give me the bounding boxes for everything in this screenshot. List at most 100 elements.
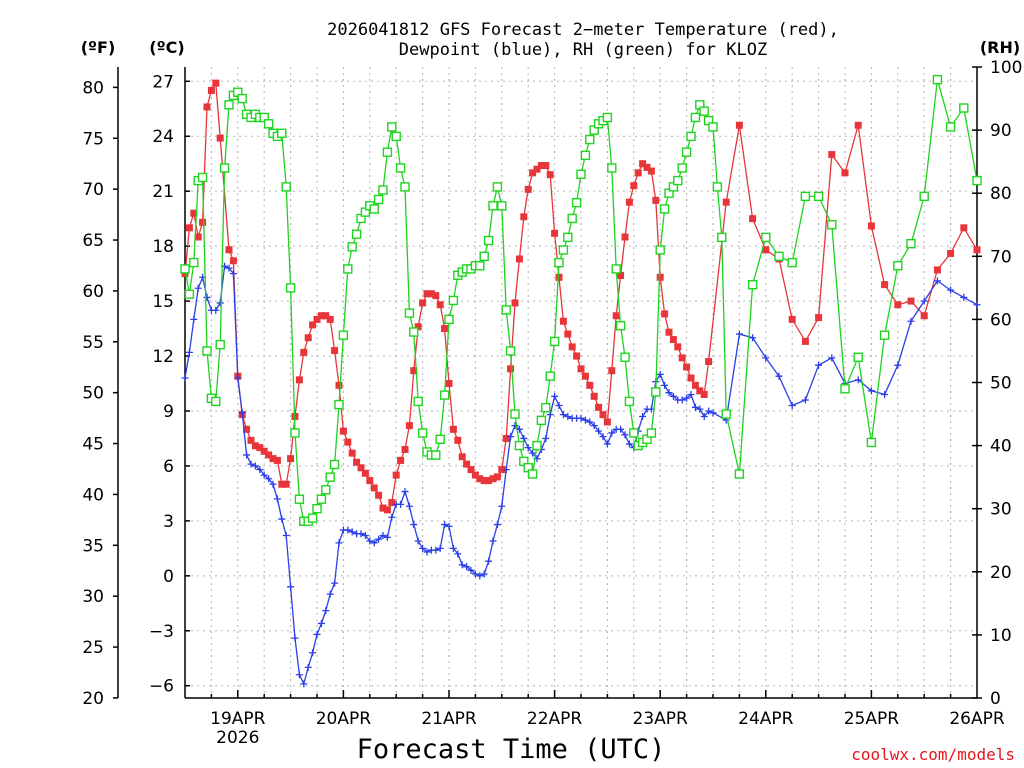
time-tick-sublabel: 2026 xyxy=(216,728,259,748)
temperature-point xyxy=(489,475,497,483)
dewpoint-point xyxy=(590,422,598,430)
temperature-point xyxy=(212,79,220,87)
temperature-point xyxy=(894,301,902,309)
temperature-point xyxy=(947,249,955,257)
temperature-point xyxy=(458,453,466,461)
dewpoint-point xyxy=(375,535,383,543)
temperature-point xyxy=(388,499,396,507)
rh-point xyxy=(202,346,212,356)
dewpoint-point xyxy=(225,264,233,272)
dewpoint-point xyxy=(603,440,611,448)
dewpoint-point xyxy=(379,532,387,540)
dewpoint-point xyxy=(361,532,369,540)
dewpoint-point xyxy=(502,466,510,474)
dewpoint-point xyxy=(621,431,629,439)
dewpoint-point xyxy=(401,488,409,496)
dewpoint-point xyxy=(304,663,312,671)
temperature-point xyxy=(361,469,369,477)
temperature-point xyxy=(559,317,567,325)
dewpoint-point xyxy=(309,649,317,657)
rh-tick-label: 80 xyxy=(990,184,1012,204)
dewpoint-point xyxy=(586,418,594,426)
rh-point xyxy=(180,264,190,274)
rh-point xyxy=(343,264,353,274)
dewpoint-point xyxy=(762,354,770,362)
dewpoint-point xyxy=(700,412,708,420)
rh-tick-label: 70 xyxy=(990,247,1012,267)
fahrenheit-tick-label: 55 xyxy=(82,333,104,353)
rh-point xyxy=(774,251,784,262)
rh-point xyxy=(219,163,230,173)
temperature-point xyxy=(366,477,374,485)
rh-point xyxy=(721,409,731,419)
celsius-tick-label: −3 xyxy=(149,622,174,642)
unit-fahrenheit-label: (ºF) xyxy=(81,38,116,57)
rh-point xyxy=(444,314,454,325)
temperature-point xyxy=(643,163,651,171)
temperature-point xyxy=(304,334,312,342)
rh-point xyxy=(545,371,555,381)
rh-point xyxy=(708,122,718,132)
dewpoint-point xyxy=(287,583,295,591)
temperature-point xyxy=(639,160,647,168)
rh-point xyxy=(382,147,393,157)
rh-point xyxy=(307,513,318,523)
dewpoint-point xyxy=(300,680,308,688)
dewpoint-point xyxy=(256,466,264,474)
temperature-point xyxy=(960,224,968,232)
rh-point xyxy=(840,384,850,394)
dewpoint-point xyxy=(788,401,796,409)
rh-point xyxy=(549,336,560,347)
rh-point xyxy=(505,346,516,356)
temperature-point xyxy=(705,358,713,366)
temperature-point xyxy=(278,480,286,488)
dewpoint-point xyxy=(665,389,673,397)
dewpoint-point xyxy=(735,330,743,338)
temperature-point xyxy=(194,233,202,241)
rh-point xyxy=(563,232,573,243)
series-temperature xyxy=(181,79,981,514)
dewpoint-point xyxy=(331,579,339,587)
dewpoint-point xyxy=(335,539,343,547)
temperature-point xyxy=(207,86,215,94)
temperature-point xyxy=(282,480,290,488)
temperature-point xyxy=(251,442,259,450)
rh-point xyxy=(373,194,384,205)
temperature-point xyxy=(313,315,321,323)
axes xyxy=(113,66,982,699)
time-tick-label: 19APR xyxy=(210,709,266,729)
temperature-point xyxy=(379,504,387,512)
dewpoint-point xyxy=(388,513,396,521)
rh-tick-label: 100 xyxy=(990,58,1022,78)
rh-point xyxy=(620,352,630,362)
temperature-point xyxy=(348,449,356,457)
temperature-point xyxy=(533,165,541,173)
temperature-point xyxy=(841,169,849,177)
time-tick-label: 20APR xyxy=(316,709,372,729)
unit-celsius-label: (ºC) xyxy=(149,38,184,57)
temperature-point xyxy=(524,185,532,193)
celsius-tick-label: 3 xyxy=(163,512,174,532)
x-axis-title: Forecast Time (UTC) xyxy=(357,734,666,765)
dewpoint-point xyxy=(947,286,955,294)
temperature-point xyxy=(568,343,576,351)
temperature-point xyxy=(700,390,708,398)
temperature-point xyxy=(573,352,581,360)
rh-point xyxy=(483,235,494,246)
temperature-point xyxy=(933,266,941,274)
dewpoint-point xyxy=(485,557,493,565)
rh-point xyxy=(197,172,208,183)
dewpoint-point xyxy=(366,537,374,545)
temperature-point xyxy=(647,167,655,175)
temperature-point xyxy=(331,347,339,355)
dewpoint-point xyxy=(243,451,251,459)
temperature-point xyxy=(542,162,550,170)
temperature-point xyxy=(269,455,277,463)
rh-point xyxy=(972,175,982,186)
dewpoint-point xyxy=(973,301,981,309)
dewpoint-point xyxy=(564,412,572,420)
dewpoint-point xyxy=(436,544,444,552)
dewpoint-point xyxy=(467,566,475,574)
dewpoint-point xyxy=(691,403,699,411)
temperature-point xyxy=(546,171,554,179)
